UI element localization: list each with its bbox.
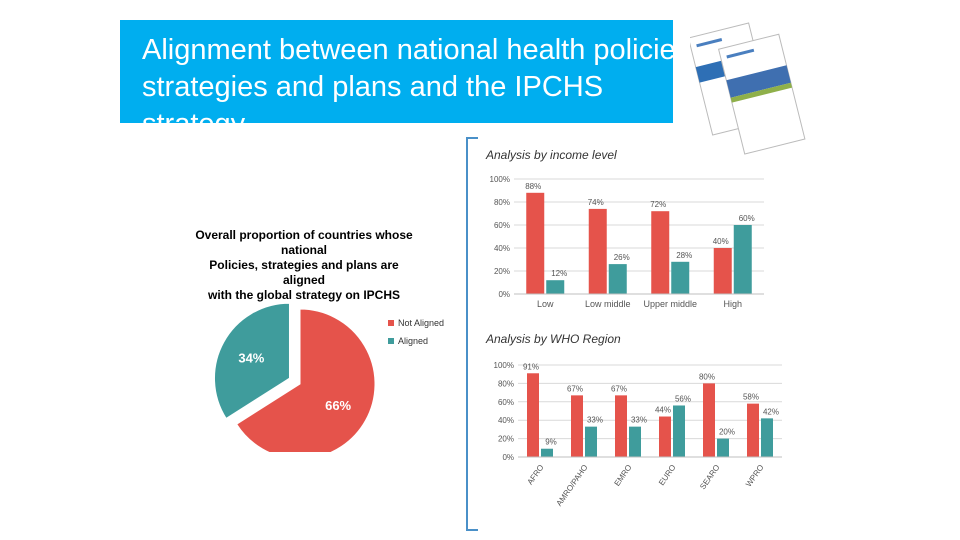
bar <box>546 280 565 294</box>
x-tick-label: SEARO <box>698 463 721 491</box>
bar-value-label: 33% <box>631 416 647 425</box>
income-bar-chart: 0% 20% 40% 60% 80% 100% 88% 12% Low 74% 26% Low mid… <box>490 175 764 309</box>
x-tick-label: Low middle <box>585 299 631 309</box>
bar-value-label: 44% <box>655 406 671 415</box>
x-tick-label: High <box>723 299 742 309</box>
bar <box>527 373 539 457</box>
x-tick-label: AFRO <box>526 463 546 486</box>
bar-value-label: 56% <box>675 394 691 403</box>
y-tick-label: 60% <box>494 221 510 230</box>
bar-value-label: 74% <box>588 198 604 207</box>
bar <box>673 405 685 457</box>
bar <box>629 426 641 457</box>
pie-title-line: national <box>280 243 327 257</box>
y-tick-label: 80% <box>494 198 510 207</box>
y-tick-label: 20% <box>498 435 514 444</box>
bar <box>713 248 732 294</box>
x-tick-label: Low <box>537 299 554 309</box>
bar-value-label: 91% <box>523 362 539 371</box>
bar-value-label: 40% <box>713 237 729 246</box>
x-tick-label: EMRO <box>613 463 634 488</box>
y-tick-label: 20% <box>494 267 510 276</box>
bar <box>703 383 715 457</box>
bar-value-label: 28% <box>676 251 692 260</box>
bar <box>608 264 627 294</box>
bar <box>571 395 583 457</box>
bar-value-label: 33% <box>587 416 603 425</box>
bar <box>747 403 759 457</box>
page-title: Alignment between national health polici… <box>142 34 673 123</box>
pie-slice-label: 34% <box>238 350 264 365</box>
pie-title-line: aligned <box>282 273 325 287</box>
bar <box>585 426 597 457</box>
y-tick-label: 0% <box>498 290 510 299</box>
pie-title-line: Policies, strategies and plans are <box>209 258 399 272</box>
bar <box>733 225 752 294</box>
region-chart-caption: Analysis by WHO Region <box>486 332 621 346</box>
pie-slice <box>235 308 376 452</box>
bar-value-label: 88% <box>525 182 541 191</box>
legend-label: Not Aligned <box>398 318 444 328</box>
income-chart-caption: Analysis by income level <box>486 148 617 162</box>
y-tick-label: 100% <box>494 361 514 370</box>
bar-value-label: 72% <box>650 200 666 209</box>
y-tick-label: 40% <box>494 244 510 253</box>
pie-title-line: Overall proportion of countries whose <box>195 228 413 242</box>
bar-value-label: 42% <box>763 407 779 416</box>
region-bar-chart: 0% 20% 40% 60% 80% 100% 91% 9% AFRO 67% 33% AMRO/PA… <box>494 361 782 508</box>
bracket-divider <box>466 137 478 531</box>
bar-value-label: 9% <box>545 438 557 447</box>
report-cover-thumbnail <box>690 22 806 155</box>
y-tick-label: 80% <box>498 379 514 388</box>
y-tick-label: 60% <box>498 398 514 407</box>
title-banner: Alignment between national health polici… <box>120 20 673 123</box>
y-tick-label: 100% <box>490 175 510 184</box>
bar <box>717 438 729 457</box>
pie-chart: 66% 34% Not Aligned Aligned <box>213 302 444 452</box>
bar-value-label: 67% <box>611 384 627 393</box>
bar-value-label: 58% <box>743 393 759 402</box>
bar-value-label: 20% <box>719 428 735 437</box>
pie-title-line: with the global strategy on IPCHS <box>207 288 401 302</box>
pie-slice-label: 66% <box>325 398 351 413</box>
y-tick-label: 0% <box>502 453 514 462</box>
bar <box>651 211 670 294</box>
bar-value-label: 60% <box>739 214 755 223</box>
bar <box>659 416 671 457</box>
x-tick-label: WPRO <box>744 463 766 489</box>
legend-swatch <box>388 338 394 344</box>
pie-slice <box>213 302 290 420</box>
bar <box>671 261 690 294</box>
bar-value-label: 80% <box>699 372 715 381</box>
bar-value-label: 26% <box>614 253 630 262</box>
bar <box>615 395 627 457</box>
bar <box>526 192 545 294</box>
bar <box>541 448 553 457</box>
x-tick-label: EURO <box>657 463 678 487</box>
bar <box>588 208 607 294</box>
legend-swatch <box>388 320 394 326</box>
bar-value-label: 67% <box>567 384 583 393</box>
pie-chart-title: Overall proportion of countries whose na… <box>165 228 443 303</box>
y-tick-label: 40% <box>498 416 514 425</box>
bar-value-label: 12% <box>551 269 567 278</box>
bar <box>761 418 773 457</box>
legend-label: Aligned <box>398 336 428 346</box>
x-tick-label: AMRO/PAHO <box>555 463 590 508</box>
x-tick-label: Upper middle <box>643 299 697 309</box>
